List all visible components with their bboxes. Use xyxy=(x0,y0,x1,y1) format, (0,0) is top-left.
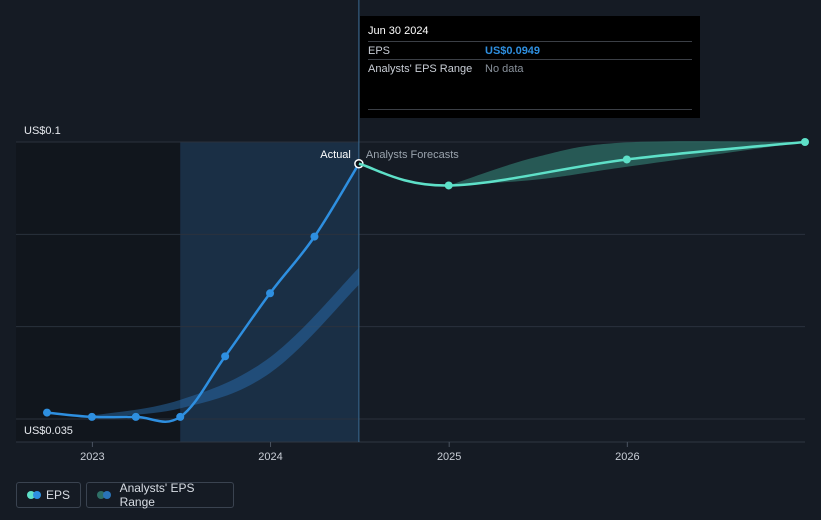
y-label-bottom: US$0.035 xyxy=(24,425,73,437)
actual-eps-point xyxy=(176,412,185,421)
eps-legend-icon xyxy=(27,491,41,499)
x-tick-label: 2025 xyxy=(437,451,461,463)
actual-eps-point xyxy=(310,232,319,241)
forecast-eps-point xyxy=(444,181,453,190)
legend-range-label: Analysts' EPS Range xyxy=(119,481,195,509)
hover-tooltip: Jun 30 2024 EPS US$0.0949 Analysts' EPS … xyxy=(360,16,700,118)
y-label-top: US$0.1 xyxy=(24,125,61,137)
legend-range-toggle[interactable]: Analysts' EPS Range xyxy=(86,481,234,509)
forecast-eps-point xyxy=(622,155,631,164)
actual-eps-point xyxy=(87,412,96,421)
tooltip-range-value: No data xyxy=(485,63,524,75)
x-tick-label: 2023 xyxy=(80,451,104,463)
actual-eps-point xyxy=(131,412,140,421)
tooltip-row-eps: EPS US$0.0949 xyxy=(368,41,692,60)
tooltip-date: Jun 30 2024 xyxy=(368,25,429,37)
tooltip-row-range: Analysts' EPS Range No data xyxy=(368,59,692,78)
tooltip-eps-value: US$0.0949 xyxy=(485,45,541,57)
forecast-eps-point xyxy=(801,138,809,146)
past-region xyxy=(16,142,181,442)
tooltip-eps-key: EPS xyxy=(368,45,391,57)
x-tick-label: 2024 xyxy=(258,451,282,463)
actual-eps-point xyxy=(221,352,230,361)
x-tick-label: 2026 xyxy=(615,451,639,463)
forecast-label: Analysts Forecasts xyxy=(366,149,459,161)
actual-eps-point xyxy=(43,408,51,417)
actual-eps-point xyxy=(266,289,275,298)
legend-eps-label: EPS xyxy=(45,488,70,502)
tooltip-divider xyxy=(368,109,692,110)
range-legend-icon xyxy=(97,491,112,499)
actual-label: Actual xyxy=(320,149,351,161)
eps-range-band xyxy=(91,267,359,417)
forecast-eps-line xyxy=(358,140,806,187)
tooltip-range-key: Analysts' EPS Range xyxy=(368,63,473,75)
legend-eps-toggle[interactable]: EPS xyxy=(16,482,81,508)
